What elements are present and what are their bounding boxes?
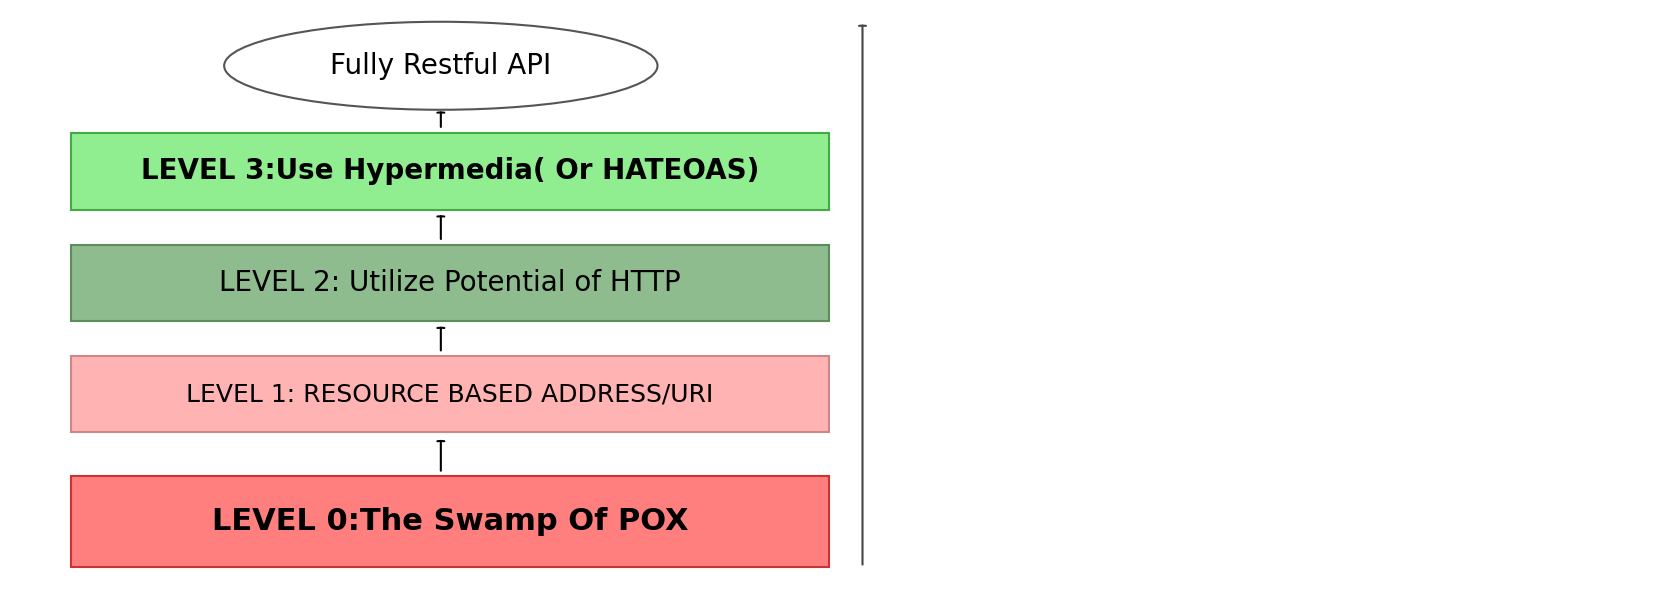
FancyBboxPatch shape — [70, 477, 829, 568]
FancyBboxPatch shape — [70, 133, 829, 209]
Text: LEVEL 0:The Swamp Of POX: LEVEL 0:The Swamp Of POX — [211, 508, 688, 537]
Ellipse shape — [224, 22, 658, 109]
Text: LEVEL 3:Use Hypermedia( Or HATEOAS): LEVEL 3:Use Hypermedia( Or HATEOAS) — [141, 157, 759, 186]
Text: LEVEL 1: RESOURCE BASED ADDRESS/URI: LEVEL 1: RESOURCE BASED ADDRESS/URI — [186, 383, 714, 406]
FancyBboxPatch shape — [70, 245, 829, 321]
FancyBboxPatch shape — [70, 356, 829, 433]
Text: LEVEL 2: Utilize Potential of HTTP: LEVEL 2: Utilize Potential of HTTP — [219, 269, 680, 297]
Text: Fully Restful API: Fully Restful API — [330, 52, 551, 80]
